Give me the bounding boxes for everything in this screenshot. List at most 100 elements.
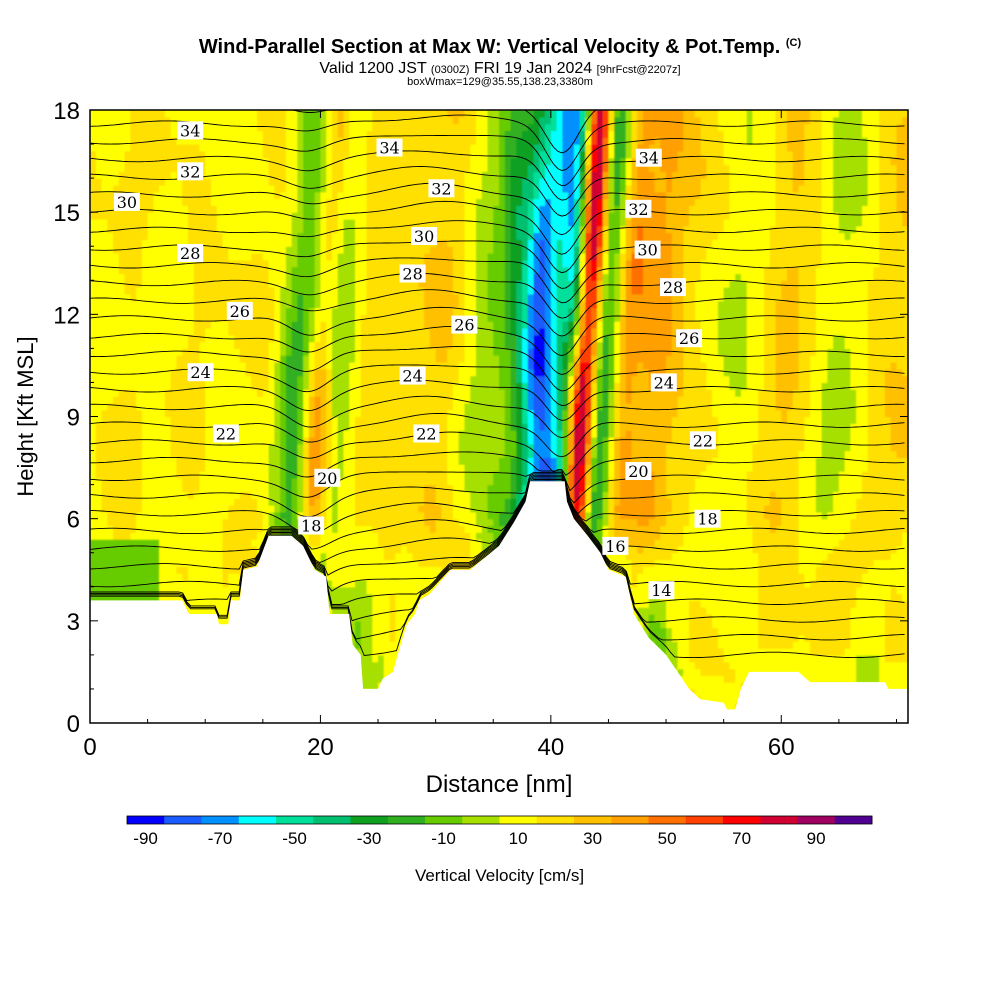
svg-text:6: 6 (67, 507, 80, 534)
svg-text:30: 30 (414, 227, 434, 246)
copyright-mark: (C) (785, 37, 802, 49)
svg-text:34: 34 (180, 121, 200, 140)
colorbar-swatch (238, 816, 277, 824)
colorbar-swatch (685, 816, 724, 824)
colorbar-swatch (797, 816, 836, 824)
theta-label: 20 (314, 468, 341, 488)
svg-text:22: 22 (693, 431, 713, 450)
svg-text:22: 22 (416, 425, 436, 444)
svg-text:20: 20 (317, 469, 337, 488)
forecast-info: [9hrFcst@2207z] (596, 64, 681, 76)
svg-text:3: 3 (67, 609, 80, 636)
colorbar-swatch (276, 816, 314, 824)
chart-title-main: Wind-Parallel Section at Max W: Vertical… (198, 36, 781, 58)
svg-text:32: 32 (431, 179, 451, 198)
colorbar-swatch (760, 816, 798, 824)
theta-label: 30 (634, 240, 661, 260)
colorbar-swatch (462, 816, 500, 824)
svg-text:0: 0 (83, 734, 96, 761)
svg-text:24: 24 (654, 373, 674, 392)
colorbar-tick-label: -30 (357, 829, 382, 848)
svg-text:15: 15 (53, 200, 80, 227)
theta-label: 24 (399, 366, 426, 386)
y-tick: 9 (67, 405, 908, 432)
colorbar-swatch (350, 816, 389, 824)
svg-text:26: 26 (230, 302, 250, 321)
theta-label: 28 (399, 264, 426, 284)
svg-text:26: 26 (454, 316, 474, 335)
theta-label: 24 (650, 373, 677, 392)
colorbar-swatch (574, 816, 612, 824)
svg-text:34: 34 (639, 149, 659, 168)
colorbar-tick-label: -10 (431, 829, 456, 848)
svg-text:24: 24 (190, 363, 210, 382)
colorbar-swatch (164, 816, 202, 824)
theta-label: 22 (413, 424, 440, 444)
colorbar-swatch (536, 816, 575, 824)
svg-text:26: 26 (679, 329, 699, 348)
svg-text:18: 18 (301, 517, 321, 536)
theta-label: 34 (635, 148, 662, 168)
svg-text:0: 0 (67, 711, 80, 738)
x-tick: 60 (768, 110, 795, 761)
chart-title: Wind-Parallel Section at Max W: Vertical… (0, 36, 1000, 59)
boxwmax-info: boxWmax=129@35.55,138.23,3380m (407, 76, 593, 88)
y-tick: 12 (53, 302, 908, 329)
colorbar-swatch (611, 816, 649, 824)
theta-label: 32 (177, 162, 204, 181)
theta-label: 14 (648, 581, 675, 600)
axes: 0 20 40 60 0 3 6 9 12 15 18 Distance [nm] Height [Kf… (13, 98, 908, 798)
svg-text:32: 32 (180, 162, 200, 181)
colorbar-tick-label: -90 (133, 829, 158, 848)
y-tick: 0 (67, 711, 908, 738)
theta-label: 30 (411, 227, 438, 246)
colorbar-swatch (127, 816, 165, 824)
svg-text:18: 18 (53, 98, 80, 125)
theta-label: 34 (376, 138, 403, 158)
valid-time-utc: (0300Z) (430, 64, 470, 76)
theta-label: 32 (428, 179, 455, 198)
theta-label: 22 (689, 431, 716, 450)
theta-label: 30 (113, 192, 140, 212)
y-tick: 3 (67, 609, 908, 636)
svg-text:32: 32 (628, 200, 648, 219)
svg-text:20: 20 (307, 734, 334, 761)
colorbar-tick-label: 10 (509, 829, 528, 848)
svg-text:18: 18 (697, 510, 717, 529)
colorbar-label: Vertical Velocity [cm/s] (415, 866, 584, 885)
potential-temperature-contours (90, 110, 905, 659)
colorbar-frame (126, 815, 873, 825)
svg-text:28: 28 (180, 244, 200, 263)
svg-text:40: 40 (537, 734, 564, 761)
theta-label: 24 (187, 363, 214, 382)
svg-text:16: 16 (605, 537, 625, 556)
svg-text:30: 30 (637, 241, 657, 260)
svg-text:28: 28 (663, 278, 683, 297)
colorbar-swatch (313, 816, 351, 824)
theta-label: 32 (625, 199, 652, 219)
y-tick: 6 (67, 507, 908, 534)
colorbar-tick-label: 90 (807, 829, 826, 848)
valid-date: FRI 19 Jan 2024 (473, 60, 593, 77)
theta-label: 26 (451, 315, 478, 335)
svg-text:12: 12 (53, 302, 80, 329)
theta-label: 22 (212, 424, 239, 444)
svg-text:20: 20 (628, 462, 648, 481)
y-tick: 18 (53, 98, 908, 125)
colorbar-swatch (723, 816, 761, 824)
svg-text:14: 14 (651, 581, 671, 600)
theta-label: 26 (226, 301, 253, 321)
svg-text:60: 60 (768, 734, 795, 761)
colorbar-swatch (499, 816, 538, 824)
x-axis-label: Distance [nm] (426, 771, 573, 798)
x-tick: 20 (307, 110, 334, 761)
theta-label: 20 (625, 462, 652, 481)
theta-contour-labels: 34 34 34 32 32 32 30 30 30 28 28 28 26 26 26 24 24 24 22 22… (113, 121, 721, 600)
svg-text:24: 24 (402, 367, 422, 386)
svg-text:34: 34 (379, 139, 399, 158)
theta-label: 16 (602, 536, 629, 556)
x-tick: 40 (537, 110, 564, 761)
svg-text:22: 22 (216, 425, 236, 444)
theta-label: 18 (694, 509, 721, 529)
